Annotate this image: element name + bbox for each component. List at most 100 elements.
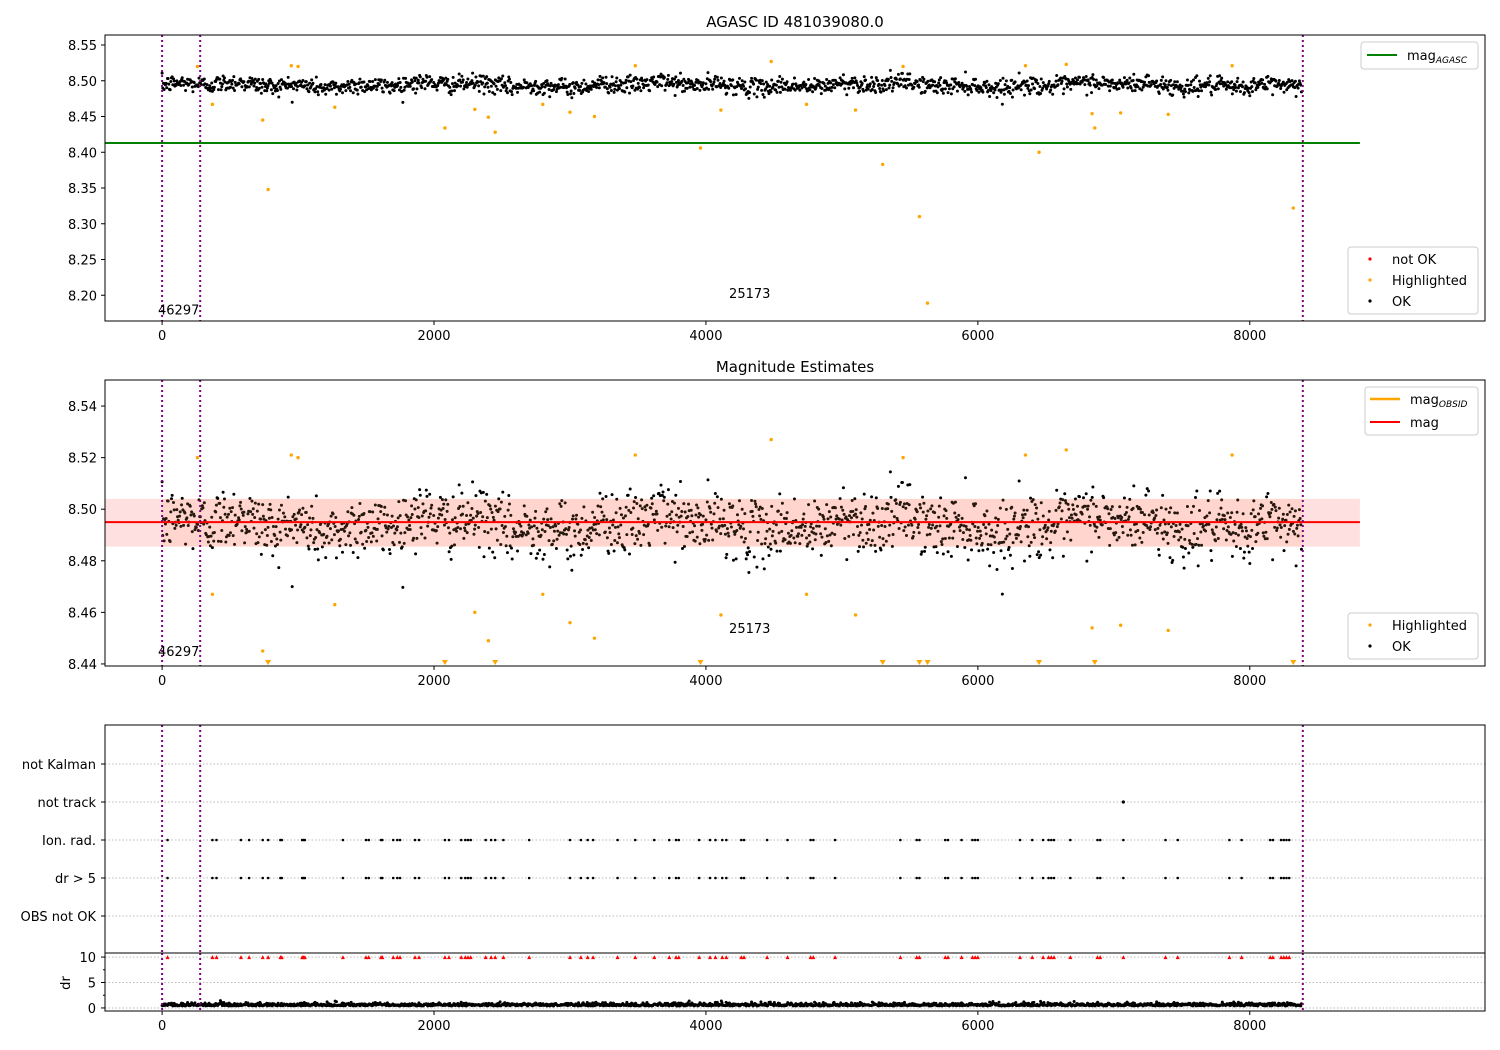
ok-point (1074, 513, 1078, 517)
ion-rad-flag (973, 838, 977, 842)
ok-point (1007, 545, 1011, 549)
ok-point (355, 88, 359, 92)
ok-point (1179, 535, 1183, 539)
ok-point (375, 539, 379, 543)
ok-point (164, 516, 168, 520)
ok-point (595, 86, 599, 90)
ok-point (587, 536, 591, 540)
ok-point (165, 532, 169, 536)
ok-point (1112, 533, 1116, 537)
ok-point (806, 542, 810, 546)
dr-gt-5-flag (833, 876, 837, 880)
ok-point (590, 526, 594, 530)
ok-point (791, 82, 795, 86)
ok-point (1159, 506, 1163, 510)
ok-point (923, 549, 927, 553)
ok-point (1055, 74, 1059, 78)
y-tick-label: 8.35 (68, 182, 97, 197)
ok-point (1294, 564, 1298, 568)
ok-point (631, 84, 635, 88)
ok-point (853, 497, 857, 501)
ok-point (271, 92, 275, 96)
ok-point (541, 557, 545, 561)
ok-point (1282, 90, 1286, 94)
ok-point (565, 90, 569, 94)
ok-point (401, 585, 405, 589)
ok-point (949, 92, 953, 96)
ok-point (505, 91, 509, 95)
ok-point (672, 82, 676, 86)
ok-point (363, 546, 367, 550)
ok-point (1222, 514, 1226, 518)
ok-point (548, 565, 552, 569)
dr-gt-5-flag (1287, 876, 1291, 880)
ok-point (1198, 79, 1202, 83)
ok-point (406, 515, 410, 519)
dr-gt-5-flag (812, 876, 815, 880)
ok-point (416, 78, 420, 82)
ok-point (761, 557, 765, 561)
ok-point (1090, 495, 1094, 499)
ok-point (1284, 518, 1288, 522)
ok-point (883, 84, 887, 88)
obsid-annotation: 25173 (729, 287, 770, 302)
ok-point (756, 85, 760, 89)
ok-point (646, 522, 650, 526)
ok-point (1069, 538, 1073, 542)
ok-point (557, 533, 561, 537)
ok-point (894, 498, 898, 502)
ok-point (538, 548, 542, 552)
ok-point (1165, 85, 1169, 89)
ok-point (1145, 487, 1149, 491)
ok-point (764, 512, 768, 516)
ok-point (1164, 507, 1168, 511)
ion-rad-flag (946, 838, 950, 842)
ok-point (1043, 523, 1047, 527)
ok-point (1164, 79, 1168, 83)
ok-point (1187, 538, 1191, 542)
ok-point (402, 541, 406, 545)
ok-point (522, 85, 526, 89)
ok-point (751, 514, 755, 518)
ok-point (205, 83, 209, 87)
dr-gt-5-flag (502, 876, 505, 880)
ok-point (985, 509, 989, 513)
ok-point (835, 514, 839, 518)
ok-point (1166, 541, 1170, 545)
dr-gt-5-flag (971, 876, 974, 880)
ion-rad-flag (1049, 838, 1053, 842)
ok-point (700, 528, 704, 532)
ok-point (223, 512, 227, 516)
ok-point (573, 529, 577, 533)
ok-point (196, 528, 200, 532)
ok-point (903, 525, 907, 529)
ok-point (937, 504, 941, 508)
ok-point (1035, 553, 1039, 557)
ok-point (986, 547, 990, 551)
ok-point (568, 92, 572, 96)
ok-point (367, 535, 371, 539)
ok-point (398, 81, 402, 85)
ok-point (952, 85, 956, 89)
ok-point (1263, 82, 1267, 86)
ion-rad-flag (364, 838, 368, 842)
ok-point (1045, 87, 1049, 91)
ok-point (1147, 489, 1151, 493)
ok-point (269, 508, 273, 512)
ok-point (779, 512, 783, 516)
ok-point (1008, 92, 1012, 96)
ok-point (408, 84, 412, 88)
ok-point (1240, 529, 1244, 533)
ion-rad-flag (943, 838, 947, 842)
ok-point (762, 567, 766, 571)
ok-point (602, 514, 606, 518)
ok-point (1008, 553, 1012, 557)
ok-point (334, 92, 338, 96)
ok-point (1247, 550, 1251, 554)
ok-point (1047, 79, 1051, 83)
ok-point (1249, 512, 1253, 516)
ion-rad-flag (493, 838, 497, 842)
ok-point (868, 84, 872, 88)
ok-point (1245, 537, 1249, 541)
highlighted-offscale-marker (697, 660, 704, 665)
